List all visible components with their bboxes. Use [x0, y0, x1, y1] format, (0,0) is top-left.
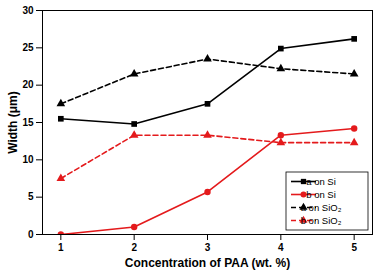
svg-text:30: 30	[22, 5, 34, 16]
svg-text:25: 25	[22, 42, 34, 53]
svg-text:20: 20	[22, 79, 34, 90]
svg-text:b on SiO₂: b on SiO₂	[301, 215, 342, 226]
svg-text:1: 1	[58, 242, 64, 253]
svg-text:5: 5	[351, 242, 357, 253]
svg-text:a on SiO₂: a on SiO₂	[301, 202, 342, 213]
svg-text:2: 2	[131, 242, 137, 253]
svg-text:Concentration of PAA (wt. %): Concentration of PAA (wt. %)	[125, 256, 290, 270]
svg-text:a on Si: a on Si	[306, 176, 336, 187]
svg-text:b on Si: b on Si	[306, 189, 336, 200]
svg-text:3: 3	[205, 242, 211, 253]
svg-text:15: 15	[22, 117, 34, 128]
svg-text:0: 0	[28, 229, 34, 240]
svg-text:5: 5	[28, 191, 34, 202]
svg-text:10: 10	[22, 154, 34, 165]
svg-text:Width (μm): Width (μm)	[6, 91, 20, 154]
svg-text:4: 4	[278, 242, 284, 253]
